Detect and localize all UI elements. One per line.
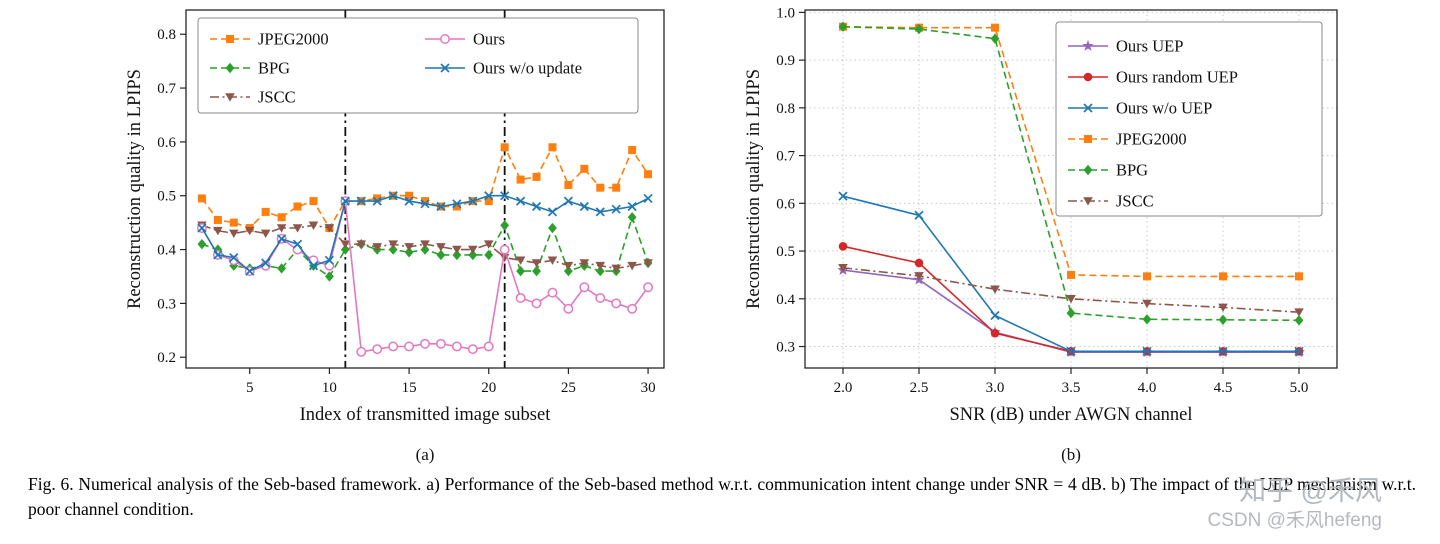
legend-item-ours-uep: Ours UEP <box>1068 37 1183 56</box>
legend-item-ours-random-uep: Ours random UEP <box>1068 68 1238 87</box>
series-ours-w-o-update <box>197 191 653 276</box>
y-tick-label: 1.0 <box>776 5 795 21</box>
legend-item-jscc: JSCC <box>1068 192 1154 211</box>
chart-b-line-chart: 0.3 0.4 0.5 0.6 0.7 0.8 0.9 1.0 2.0 2.5 3.0 3.5 4.0 4… <box>744 5 1338 464</box>
y-tick-label: 0.6 <box>157 135 176 151</box>
legend-item-jpeg2000: JPEG2000 <box>210 30 329 49</box>
legend-item-jpeg2000: JPEG2000 <box>1068 130 1187 149</box>
legend-label: Ours UEP <box>1116 37 1183 56</box>
watermark-csdn-text: CSDN @禾风hefeng <box>1207 510 1382 532</box>
x-axis-label: SNR (dB) under AWGN channel <box>949 405 1192 425</box>
watermark: 知乎 @禾风 CSDN @禾风hefeng <box>1207 474 1382 534</box>
legend-item-bpg: BPG <box>1068 161 1148 180</box>
plot-frame <box>185 9 665 369</box>
legend-label: BPG <box>258 59 290 78</box>
legend-label: BPG <box>1116 161 1148 180</box>
y-tick-label: 0.7 <box>776 149 795 165</box>
x-tick-label: 10 <box>322 380 337 396</box>
x-tick-label: 5.0 <box>1290 380 1309 396</box>
y-tick-label: 0.6 <box>776 196 795 212</box>
subplot-label: (b) <box>1061 445 1081 464</box>
x-tick-label: 30 <box>641 380 656 396</box>
legend-label: JPEG2000 <box>258 30 329 49</box>
y-tick-label: 0.5 <box>776 244 795 260</box>
legend-label: Ours random UEP <box>1116 68 1238 87</box>
series-ours-w-o-uep <box>838 191 1304 356</box>
y-tick-label: 0.7 <box>157 81 176 97</box>
x-tick-label: 3.5 <box>1062 380 1081 396</box>
watermark-zhihu-text: 知乎 @禾风 <box>1239 476 1382 507</box>
legend-item-ours-w-o-update: Ours w/o update <box>425 59 582 78</box>
y-tick-label: 0.3 <box>776 340 795 356</box>
legend-label: Ours w/o update <box>473 59 582 78</box>
legend-item-jscc: JSCC <box>210 88 296 107</box>
y-tick-label: 0.3 <box>157 296 176 312</box>
x-tick-label: 15 <box>402 380 417 396</box>
x-tick-label: 2.0 <box>834 380 853 396</box>
series-jscc <box>838 263 1304 317</box>
y-tick-label: 0.8 <box>776 101 795 117</box>
y-tick-label: 0.5 <box>157 189 176 205</box>
x-tick-label: 5 <box>246 380 254 396</box>
x-axis-label: Index of transmitted image subset <box>300 405 552 425</box>
series-jpeg2000 <box>197 143 653 233</box>
legend-label: JSCC <box>1116 192 1154 211</box>
legend-item-bpg: BPG <box>210 59 290 78</box>
x-tick-label: 4.5 <box>1214 380 1233 396</box>
figure-caption: Fig. 6. Numerical analysis of the Seb-ba… <box>28 474 1416 519</box>
series-bpg <box>838 21 1304 326</box>
x-tick-label: 2.5 <box>910 380 929 396</box>
legend-label: JSCC <box>258 88 296 107</box>
legend-item-ours: Ours <box>425 30 505 49</box>
series-ours <box>196 196 654 357</box>
y-tick-label: 0.2 <box>157 350 176 366</box>
legend-item-ours-w-o-uep: Ours w/o UEP <box>1068 99 1212 118</box>
series-jscc <box>197 221 653 274</box>
y-tick-label: 0.8 <box>157 27 176 43</box>
x-tick-label: 4.0 <box>1138 380 1157 396</box>
y-axis-label: Reconstruction quality in LPIPS <box>744 69 764 309</box>
charts-row: 0.2 0.3 0.4 0.5 0.6 0.7 0.8 5 10 15 20 25 30 Reconstr… <box>125 5 1338 464</box>
subplot-label: (a) <box>416 445 435 464</box>
legend-box <box>197 17 639 114</box>
legend-label: Ours w/o UEP <box>1116 99 1212 118</box>
y-tick-label: 0.9 <box>776 53 795 69</box>
y-tick-label: 0.4 <box>776 292 795 308</box>
y-tick-label: 0.4 <box>157 243 176 259</box>
x-tick-label: 25 <box>561 380 576 396</box>
y-axis-label: Reconstruction quality in LPIPS <box>125 69 145 309</box>
chart-a-line-chart: 0.2 0.3 0.4 0.5 0.6 0.7 0.8 5 10 15 20 25 30 Reconstr… <box>125 9 665 464</box>
legend-label: Ours <box>473 30 505 49</box>
legend-label: JPEG2000 <box>1116 130 1187 149</box>
x-tick-label: 20 <box>481 380 496 396</box>
x-tick-label: 3.0 <box>986 380 1005 396</box>
legend-box <box>1055 21 1323 217</box>
